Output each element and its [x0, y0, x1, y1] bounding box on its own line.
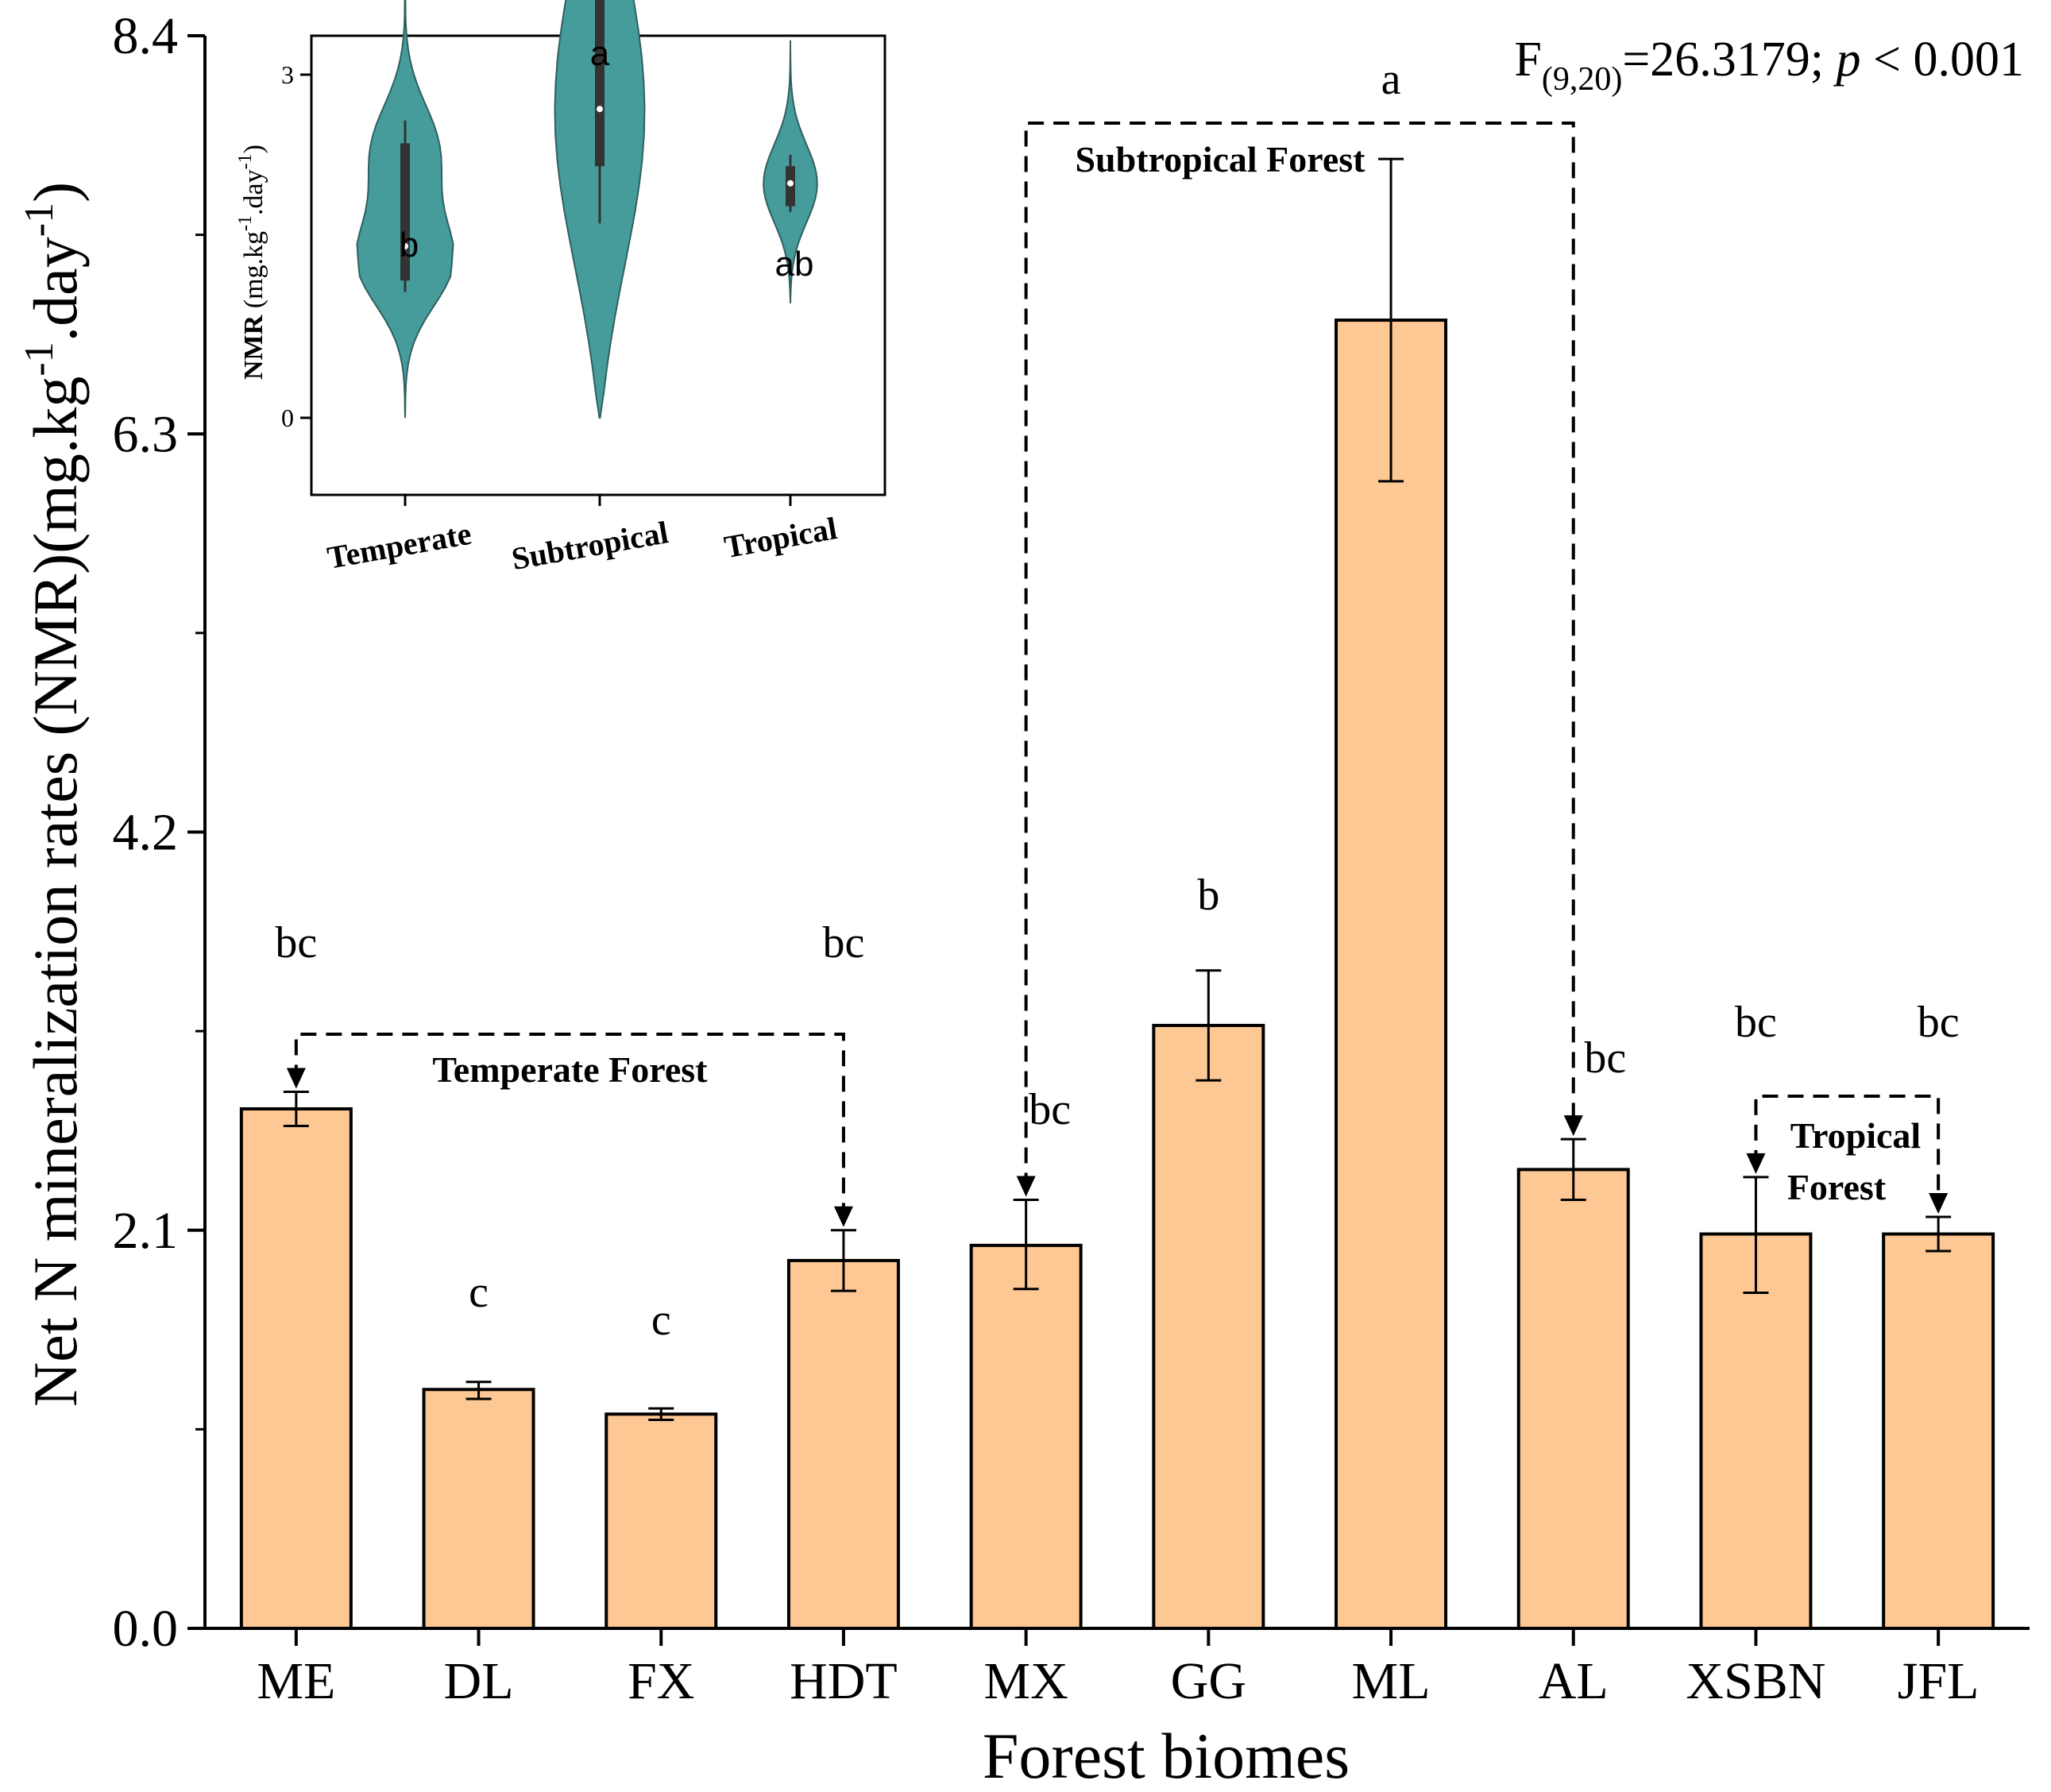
tropical-arrow-left [1746, 1153, 1766, 1174]
violin-median [402, 243, 408, 249]
y-tick-label: 0.0 [113, 1600, 179, 1658]
x-tick-label: DL [444, 1652, 514, 1710]
stat-annotation: F(9,20)=26.3179; p < 0.001 [1514, 33, 2024, 98]
inset-x-label: Temperate [325, 516, 474, 576]
inset-significance-letter: b [400, 226, 419, 265]
tropical-bracket [1754, 1095, 1941, 1207]
bar-fx [604, 1412, 718, 1631]
x-tick-label: MX [983, 1652, 1068, 1710]
x-tick-label: ME [257, 1652, 335, 1710]
subtropical-bracket [1024, 122, 1575, 1189]
significance-letter: b [1197, 871, 1219, 920]
bar-xsbn [1699, 1232, 1813, 1630]
bar-jfl [1882, 1232, 1995, 1630]
inset-violin-plot: 0369baabTemperateSubtropicalTropical NMR… [235, 0, 886, 577]
x-tick-label: HDT [790, 1652, 898, 1710]
x-tick-label: FX [628, 1652, 694, 1710]
significance-letter: bc [1584, 1033, 1626, 1083]
forest-group-brackets: Temperate Forest Subtropical Forest Tropic… [286, 122, 1949, 1227]
subtropical-arrow-right [1563, 1115, 1583, 1137]
temperate-forest-label: Temperate Forest [432, 1049, 708, 1090]
temperate-arrow-left [286, 1068, 306, 1089]
x-tick-label: GG [1171, 1652, 1246, 1710]
x-tick-label: AL [1539, 1652, 1609, 1710]
bar-dl [422, 1388, 535, 1630]
x-tick-label: ML [1352, 1652, 1431, 1710]
main-axes: 0.0 2.1 4.2 6.3 8.4 ME DL FX HDT MX GG ML AL XSBN JFL [113, 7, 2030, 1710]
y-tick-label: 2.1 [113, 1202, 179, 1260]
inset-x-label: Tropical [721, 510, 840, 565]
y-tick-label: 4.2 [113, 804, 179, 862]
y-axis-title: Net N mineralization rates (NMR)(mg.kg-1… [17, 182, 90, 1407]
main-bars: bc c c bc bc b a bc bc bc [239, 55, 1995, 1631]
inset-x-label: Subtropical [509, 514, 671, 577]
x-tick-label: XSBN [1686, 1652, 1825, 1710]
bar-ml [1335, 319, 1448, 1630]
inset-y-tick-label: 3 [281, 60, 294, 89]
subtropical-forest-label: Subtropical Forest [1075, 139, 1365, 180]
bar-al [1516, 1168, 1630, 1630]
significance-letter: bc [1918, 998, 1960, 1047]
significance-letter: c [651, 1296, 671, 1345]
bar-me [239, 1106, 353, 1630]
y-tick-label: 6.3 [113, 405, 179, 463]
violin-median [787, 180, 794, 187]
inset-y-axis-title: NMR (mg.kg-1.day-1) [235, 145, 268, 380]
temperate-bracket [294, 1033, 845, 1219]
violin-median [597, 106, 603, 113]
tropical-arrow-right [1929, 1193, 1949, 1215]
significance-letter: c [469, 1268, 489, 1317]
significance-letter: bc [1029, 1085, 1071, 1134]
inset-content: 0369baabTemperateSubtropicalTropical [281, 0, 840, 577]
inset-significance-letter: a [590, 34, 610, 73]
inset-significance-letter: ab [775, 245, 814, 284]
x-axis-title: Forest biomes [983, 1720, 1350, 1792]
significance-letter: a [1381, 55, 1401, 104]
significance-letter: bc [1735, 998, 1777, 1047]
tropical-label-line2: Forest [1787, 1167, 1887, 1207]
bar-gg [1152, 1023, 1265, 1630]
significance-letter: bc [275, 918, 317, 967]
temperate-arrow-right [833, 1206, 853, 1227]
bar-mx [969, 1243, 1083, 1630]
violin-iqr-box [595, 0, 604, 167]
significance-letter: bc [823, 918, 865, 967]
subtropical-arrow-left [1016, 1176, 1036, 1197]
inset-y-tick-label: 0 [281, 404, 294, 432]
bar-hdt [786, 1258, 900, 1630]
y-tick-label: 8.4 [113, 7, 179, 65]
x-tick-label: JFL [1898, 1652, 1980, 1710]
tropical-label-line1: Tropical [1790, 1115, 1921, 1156]
